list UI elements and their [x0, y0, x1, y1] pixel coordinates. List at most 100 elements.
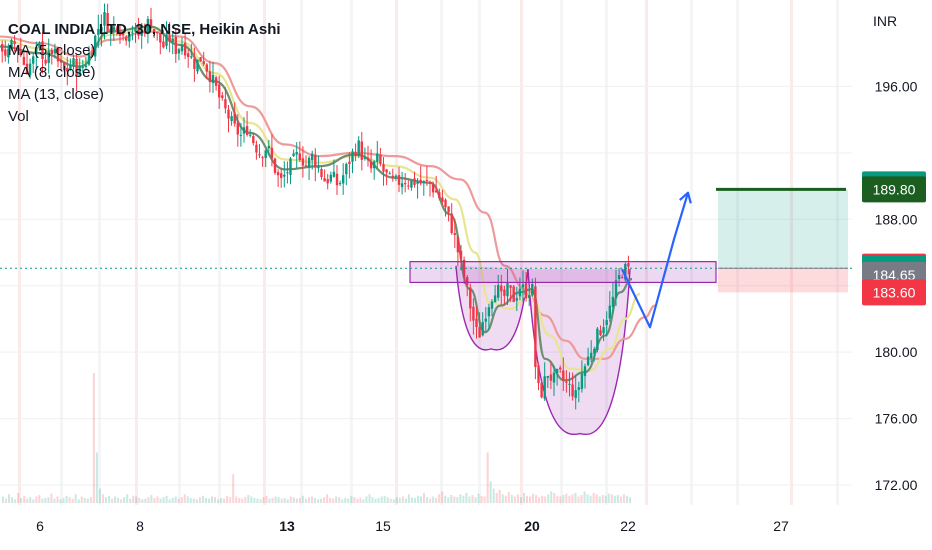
volume-bar — [625, 495, 628, 503]
volume-bar — [65, 495, 68, 503]
candle-body — [13, 41, 16, 45]
price-label-text: 183.60 — [873, 284, 916, 300]
x-tick-label: 20 — [524, 518, 540, 534]
volume-bar — [180, 497, 183, 503]
volume-bar — [144, 498, 147, 503]
volume-bar — [495, 492, 498, 503]
candle-body — [227, 109, 230, 119]
volume-bar — [214, 497, 217, 503]
candle-body — [140, 29, 143, 36]
volume-bar — [550, 491, 553, 503]
volume-bar — [392, 499, 395, 503]
session-stripe — [605, 0, 608, 505]
volume-bar — [120, 499, 123, 503]
candle-body — [559, 367, 562, 370]
candle-body — [583, 366, 587, 377]
candle-body — [1, 44, 4, 52]
candle-body — [199, 57, 202, 62]
volume-bar — [156, 496, 159, 503]
volume-bar — [583, 491, 586, 503]
candle-body — [438, 192, 441, 199]
volume-bar — [401, 496, 404, 503]
chart-title: COAL INDIA LTD, 30, NSE, Heikin Ashi — [8, 21, 281, 38]
candle-body — [543, 376, 546, 399]
volume-bar — [407, 494, 410, 503]
volume-bar — [235, 496, 238, 503]
volume-bar — [444, 495, 447, 503]
volume-bar — [492, 488, 495, 503]
volume-bar — [350, 495, 353, 503]
candle-body — [242, 127, 246, 134]
volume-bar — [510, 495, 513, 503]
candle-body — [323, 178, 326, 182]
candle-body — [224, 99, 227, 109]
volume-bar — [544, 496, 547, 503]
x-tick-label: 27 — [773, 518, 789, 534]
projection-arrowhead — [679, 191, 692, 204]
volume-bar — [592, 492, 595, 503]
candle-body — [484, 318, 487, 322]
candle-body — [329, 174, 332, 182]
session-stripe — [350, 0, 353, 505]
volume-bar — [338, 497, 341, 503]
candle-body — [428, 182, 432, 184]
candle-body — [540, 382, 543, 398]
volume-bar — [126, 494, 129, 503]
volume-bar — [195, 499, 198, 503]
volume-bar — [168, 499, 171, 503]
volume-bar — [132, 495, 135, 503]
candle-body — [168, 35, 171, 42]
candle-body — [577, 387, 580, 390]
candle-body — [481, 322, 484, 336]
candle-body — [586, 356, 590, 366]
volume-bar — [416, 495, 419, 503]
candle-body — [233, 113, 236, 124]
candle-body — [106, 12, 109, 32]
candle-body — [555, 368, 559, 373]
candle-body — [332, 171, 336, 177]
volume-bar — [192, 498, 195, 503]
volume-bar — [595, 494, 598, 503]
candle-body — [90, 53, 94, 55]
volume-bar — [62, 497, 65, 503]
volume-bar — [29, 497, 32, 503]
candle-body — [571, 384, 574, 397]
volume-bar — [162, 497, 165, 503]
candle-body — [193, 58, 196, 69]
candle-body — [376, 153, 379, 162]
candle-body — [369, 161, 373, 169]
currency-label: INR — [873, 13, 897, 29]
volume-bar — [268, 498, 271, 503]
candle-body — [608, 305, 611, 319]
candle-body — [611, 296, 615, 308]
volume-bar — [150, 495, 153, 503]
volume-bar — [50, 493, 53, 503]
volume-bar — [344, 497, 347, 503]
volume-bar — [317, 499, 320, 503]
candle-body — [357, 140, 360, 156]
session-stripe — [736, 0, 739, 505]
volume-bar — [80, 496, 83, 503]
candle-body — [19, 51, 22, 56]
candle-body — [441, 197, 444, 202]
candle-body — [534, 286, 537, 368]
volume-bar — [220, 497, 223, 503]
volume-bar — [98, 488, 101, 503]
volume-bar — [283, 497, 286, 503]
volume-bar — [474, 497, 477, 503]
candle-body — [239, 134, 243, 136]
candle-body — [407, 185, 410, 187]
volume-bar — [259, 499, 262, 503]
candle-body — [617, 275, 621, 280]
candle-body — [81, 67, 84, 69]
volume-bar — [404, 498, 407, 503]
volume-bar — [86, 498, 89, 503]
volume-bar — [413, 497, 416, 503]
volume-bar — [253, 497, 256, 503]
risk-zone — [718, 268, 848, 293]
volume-bar — [108, 495, 111, 503]
volume-bar — [380, 496, 383, 503]
candle-body — [41, 41, 44, 60]
candle-body — [314, 154, 317, 168]
